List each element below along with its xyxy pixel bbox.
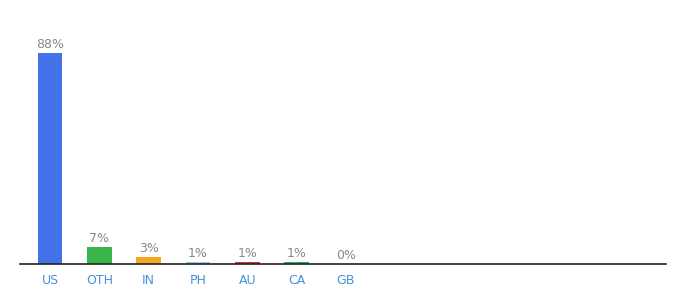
Bar	[186, 262, 210, 264]
Text: 3%: 3%	[139, 242, 158, 255]
Text: 88%: 88%	[36, 38, 64, 51]
Bar	[87, 247, 112, 264]
Text: 1%: 1%	[286, 247, 307, 260]
Text: 7%: 7%	[89, 232, 109, 245]
Text: 1%: 1%	[188, 247, 208, 260]
Text: 0%: 0%	[336, 249, 356, 262]
Bar	[284, 262, 309, 264]
Bar	[37, 53, 63, 264]
Bar	[235, 262, 260, 264]
Bar	[136, 257, 161, 264]
Text: 1%: 1%	[237, 247, 257, 260]
